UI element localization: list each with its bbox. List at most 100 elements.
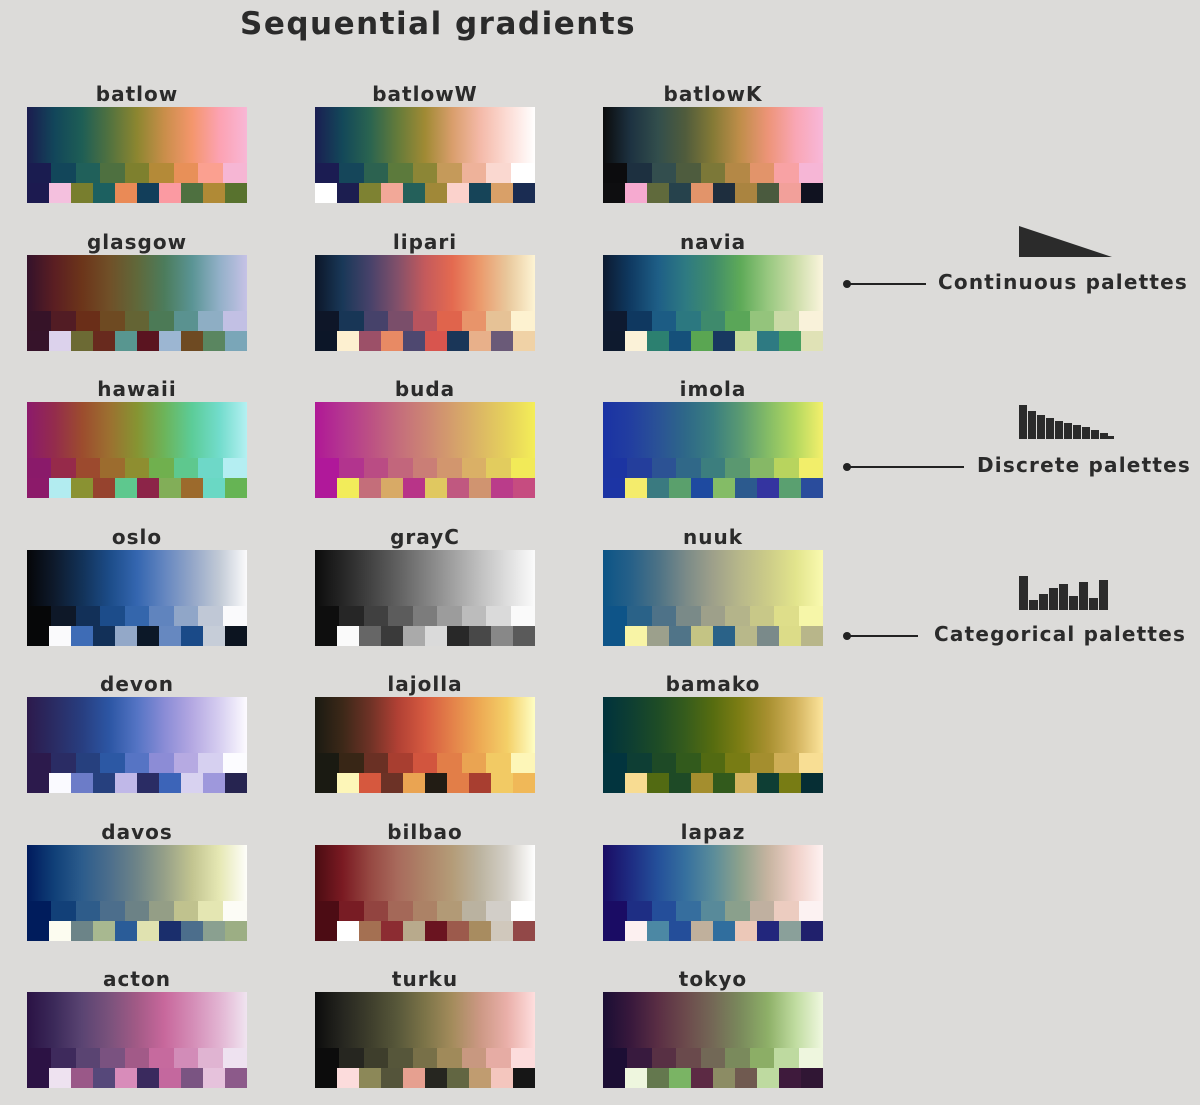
discrete-swatch bbox=[27, 605, 52, 626]
categorical-row bbox=[27, 1068, 247, 1088]
categorical-swatch bbox=[115, 1068, 137, 1088]
categorical-swatch bbox=[93, 920, 115, 941]
continuous-gradient bbox=[603, 549, 823, 606]
palette-glasgow: glasgow bbox=[27, 229, 247, 351]
palette-imola: imola bbox=[603, 376, 823, 498]
categorical-swatch bbox=[513, 625, 535, 646]
categorical-swatch bbox=[403, 183, 425, 203]
discrete-swatch bbox=[798, 1048, 823, 1068]
discrete-swatch bbox=[363, 163, 389, 183]
categorical-swatch bbox=[27, 330, 49, 351]
discrete-swatch bbox=[222, 310, 247, 331]
categorical-row bbox=[27, 183, 247, 203]
categorical-swatch bbox=[203, 183, 225, 203]
categorical-swatch bbox=[93, 478, 115, 498]
palette-swatch bbox=[27, 254, 247, 351]
discrete-row bbox=[603, 605, 823, 626]
discrete-swatch bbox=[100, 163, 125, 183]
discrete-row bbox=[603, 1048, 823, 1068]
discrete-swatch bbox=[676, 605, 701, 626]
discrete-swatch bbox=[198, 753, 223, 773]
categorical-swatch bbox=[735, 183, 757, 203]
categorical-swatch bbox=[337, 478, 359, 498]
discrete-row bbox=[315, 753, 535, 773]
discrete-swatch bbox=[222, 605, 247, 626]
categorical-swatch bbox=[801, 1068, 823, 1088]
discrete-swatch bbox=[774, 310, 799, 331]
palette-swatch bbox=[315, 107, 535, 203]
categorical-swatch bbox=[49, 773, 71, 793]
categorical-swatch bbox=[779, 478, 801, 498]
categorical-swatch bbox=[779, 183, 801, 203]
categorical-swatch bbox=[647, 773, 669, 793]
categorical-swatch bbox=[115, 330, 137, 351]
discrete-swatch bbox=[149, 1048, 174, 1068]
discrete-row bbox=[603, 310, 823, 331]
discrete-swatch bbox=[774, 163, 799, 183]
categorical-swatch bbox=[49, 478, 71, 498]
discrete-swatch bbox=[676, 900, 701, 921]
categorical-swatch bbox=[625, 183, 647, 203]
discrete-swatch bbox=[198, 900, 223, 921]
categorical-swatch bbox=[647, 478, 669, 498]
categorical-swatch bbox=[403, 330, 425, 351]
categorical-swatch bbox=[337, 625, 359, 646]
categorical-swatch bbox=[779, 625, 801, 646]
discrete-row bbox=[603, 163, 823, 183]
discrete-swatch bbox=[339, 458, 364, 478]
categorical-swatch bbox=[647, 625, 669, 646]
discrete-swatch bbox=[198, 1048, 223, 1068]
categorical-swatch bbox=[181, 1068, 203, 1088]
palette-davos: davos bbox=[27, 819, 247, 941]
categorical-swatch bbox=[801, 183, 823, 203]
palette-name: lipari bbox=[392, 229, 458, 254]
discrete-swatch bbox=[149, 163, 174, 183]
palette-turku: turku bbox=[315, 966, 535, 1088]
discrete-swatch bbox=[51, 163, 76, 183]
palette-nuuk: nuuk bbox=[603, 524, 823, 646]
palette-name: devon bbox=[100, 672, 174, 696]
categorical-swatch bbox=[757, 625, 779, 646]
categorical-swatch bbox=[447, 773, 469, 793]
discrete-swatch bbox=[510, 163, 535, 183]
discrete-swatch bbox=[700, 753, 726, 773]
palette-name: batlowK bbox=[663, 82, 763, 106]
discrete-swatch bbox=[774, 605, 799, 626]
categorical-swatch bbox=[381, 1068, 403, 1088]
discrete-swatch bbox=[412, 753, 438, 773]
random-bars-icon bbox=[1019, 576, 1108, 610]
categorical-swatch bbox=[181, 625, 203, 646]
palette-name: bilbao bbox=[387, 819, 463, 844]
palette-name: grayC bbox=[390, 524, 460, 549]
categorical-swatch bbox=[225, 920, 247, 941]
categorical-swatch bbox=[49, 920, 71, 941]
discrete-swatch bbox=[651, 458, 677, 478]
palette-swatch bbox=[27, 402, 247, 498]
palette-buda: buda bbox=[315, 376, 535, 498]
palette-devon: devon bbox=[27, 671, 247, 793]
categorical-swatch bbox=[691, 773, 713, 793]
categorical-swatch bbox=[513, 478, 535, 498]
categorical-swatch bbox=[337, 920, 359, 941]
discrete-swatch bbox=[75, 900, 101, 921]
discrete-swatch bbox=[339, 163, 364, 183]
discrete-swatch bbox=[388, 458, 413, 478]
discrete-swatch bbox=[510, 1048, 535, 1068]
discrete-swatch bbox=[339, 605, 364, 626]
categorical-swatch bbox=[315, 183, 337, 203]
discrete-swatch bbox=[700, 900, 726, 921]
discrete-swatch bbox=[461, 163, 487, 183]
discrete-swatch bbox=[603, 900, 628, 921]
palette-name: oslo bbox=[111, 524, 163, 549]
categorical-swatch bbox=[691, 478, 713, 498]
categorical-swatch bbox=[359, 330, 381, 351]
discrete-swatch bbox=[437, 1048, 462, 1068]
discrete-swatch bbox=[222, 1048, 247, 1068]
discrete-swatch bbox=[198, 458, 223, 478]
categorical-swatch bbox=[469, 1068, 491, 1088]
categorical-row bbox=[315, 478, 535, 498]
palette-name: davos bbox=[101, 819, 173, 844]
categorical-swatch bbox=[425, 183, 447, 203]
continuous-gradient bbox=[315, 254, 535, 311]
